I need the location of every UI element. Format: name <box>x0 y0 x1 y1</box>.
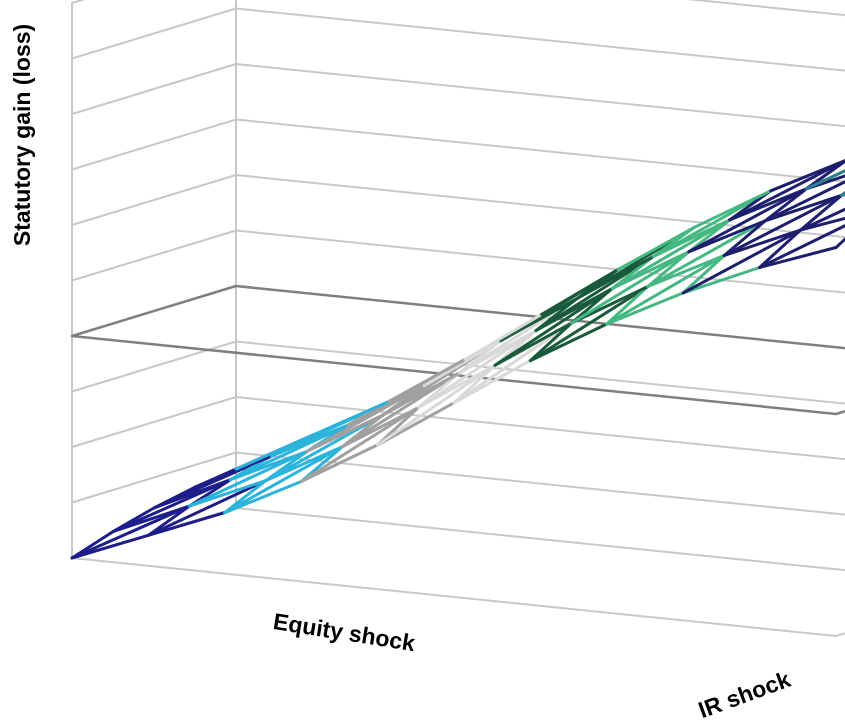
surface-line-diagonal <box>299 405 421 483</box>
surface-line-diagonal <box>763 180 845 223</box>
surface-line-equity <box>722 228 803 257</box>
side-wall-gridline <box>71 7 237 60</box>
surface-line-equity <box>799 216 845 232</box>
floor-edge-front <box>71 557 837 637</box>
surface-line-diagonal <box>452 321 573 405</box>
surface-line-equity <box>528 322 609 363</box>
surface-line-diagonal <box>804 169 845 191</box>
surface-line-ir <box>605 285 650 326</box>
surface-line-equity <box>616 225 696 271</box>
side-wall-gridline <box>71 174 237 226</box>
surface-line-diagonal <box>722 193 844 257</box>
surface-line-ir <box>763 187 808 223</box>
surface-line-diagonal <box>376 363 497 447</box>
surface-line-equity <box>299 443 380 483</box>
surface-line-equity <box>692 189 773 229</box>
surface-line-equity <box>187 479 268 508</box>
surface-line-ir <box>722 219 767 257</box>
side-wall-gridline <box>71 63 237 115</box>
surface-line-equity <box>387 357 467 403</box>
surface-line-diagonal <box>681 228 803 295</box>
surface-line-diagonal <box>840 192 845 197</box>
surface-line-equity <box>646 254 726 288</box>
surface-line-equity <box>310 400 391 437</box>
surface-line-diagonal <box>610 218 732 290</box>
back-wall-gridline <box>235 7 845 72</box>
back-wall-gridline <box>235 451 845 516</box>
floor-edge-right <box>835 632 845 637</box>
surface-line-ir <box>834 237 845 249</box>
back-wall-gridline <box>686 0 845 17</box>
surface-line-diagonal <box>605 254 726 326</box>
surface-line-equity <box>463 312 544 361</box>
surface-line-equity <box>763 193 844 223</box>
surface-line-diagonal <box>187 450 309 508</box>
surface-line-equity <box>70 533 150 560</box>
surface-line-diagonal <box>646 219 767 288</box>
surface-line-diagonal <box>799 207 845 232</box>
surface-line-equity <box>681 266 762 295</box>
surface-mesh <box>70 158 845 560</box>
back-wall-gridline <box>235 396 845 461</box>
surface-line-equity <box>234 433 314 471</box>
surface-line-diagonal <box>687 187 808 254</box>
back-wall-gridline <box>235 340 845 405</box>
surface-line-diagonal <box>417 329 538 409</box>
grid-layer <box>70 0 845 637</box>
surface-line-equity <box>804 174 845 191</box>
surface-line-diagonal <box>223 445 344 515</box>
side-wall-gridline <box>70 284 238 338</box>
surface-line-ir <box>681 254 726 295</box>
back-wall-gridline <box>235 174 845 239</box>
surface-line-ir <box>528 321 573 363</box>
side-wall-gridline <box>71 451 237 504</box>
surface-line-equity <box>769 158 845 193</box>
surface-line-ir <box>646 250 691 288</box>
surface-line-diagonal <box>569 250 691 325</box>
surface-line-ir <box>840 190 845 197</box>
surface-line-ir <box>758 228 803 269</box>
surface-line-diagonal <box>146 479 268 537</box>
surface-line-ir <box>804 159 845 191</box>
back-wall-gridline <box>235 507 845 572</box>
surface-line-equity <box>758 246 838 269</box>
surface-line-ir <box>799 193 844 232</box>
baseline-right <box>834 409 845 416</box>
surface-line-diagonal <box>70 504 191 560</box>
surface-line-diagonal <box>728 159 845 222</box>
back-wall-gridline <box>235 63 845 128</box>
y-axis-label: IR shock <box>695 666 794 723</box>
z-axis-label: Statutory gain (loss) <box>9 24 35 246</box>
surface-line-equity <box>605 291 685 326</box>
side-wall-gridline <box>71 0 86 4</box>
side-wall-gridline <box>71 396 237 448</box>
back-wall-gridline <box>234 284 845 350</box>
side-wall-gridline <box>71 229 237 282</box>
x-axis-label: Equity shock <box>272 608 418 656</box>
surface-line-diagonal <box>528 285 650 363</box>
surface-line-diagonal <box>758 224 845 269</box>
side-wall-gridline <box>71 118 237 171</box>
surface-line-equity <box>223 480 303 515</box>
surface-line-equity <box>146 511 227 537</box>
back-wall-gridline <box>235 118 845 183</box>
surface-line-ir <box>146 504 191 537</box>
surface-line-equity <box>540 268 620 316</box>
surface-line-diagonal <box>493 286 614 367</box>
